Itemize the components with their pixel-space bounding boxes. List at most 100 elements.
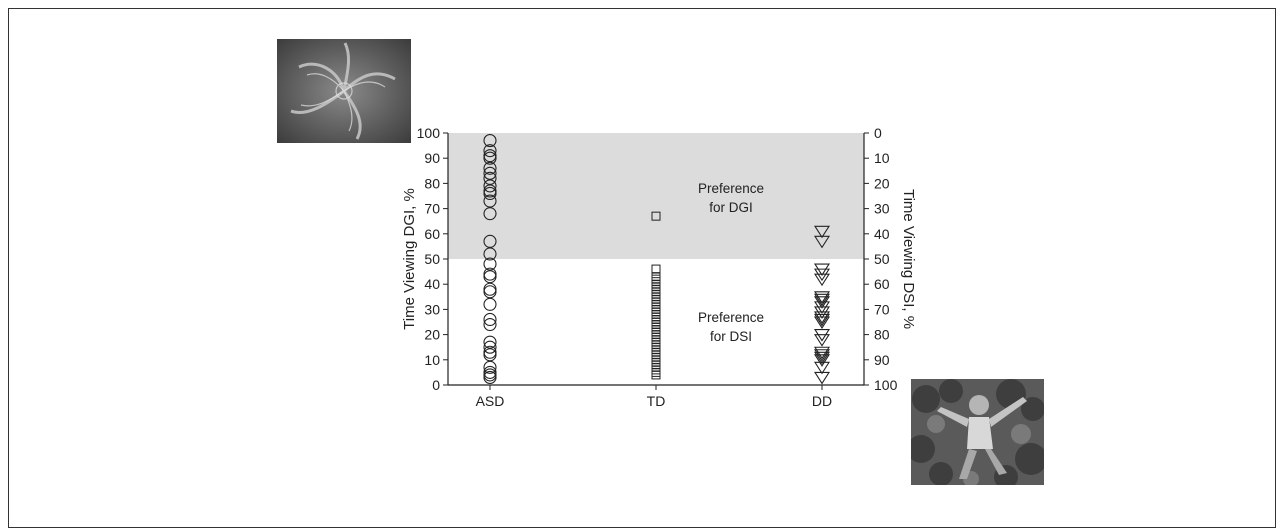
dd-point: [813, 371, 831, 385]
td-point: [651, 357, 661, 367]
td-point: [651, 347, 661, 357]
left-tick-label: 30: [424, 301, 440, 317]
asd-point: [483, 186, 497, 201]
td-point: [651, 330, 661, 340]
td-point: [651, 304, 661, 314]
left-tick-label: 20: [424, 327, 440, 343]
dsi-note-line1: Preference: [698, 310, 764, 325]
dd-point: [813, 293, 831, 307]
dd-point: [813, 334, 831, 347]
asd-point: [483, 234, 497, 248]
right-tick-label: 60: [874, 276, 890, 292]
td-point: [651, 307, 661, 317]
left-y-axis: 0 10 20 30 40 50 60 70 80 90 100: [417, 125, 449, 393]
asd-point: [483, 370, 497, 384]
asd-point: [483, 335, 497, 349]
asd-point: [483, 166, 497, 180]
td-point: [651, 360, 661, 370]
asd-point: [483, 365, 497, 379]
td-point: [651, 274, 661, 284]
td-point: [651, 292, 661, 302]
td-point: [651, 332, 661, 342]
asd-point: [483, 207, 497, 221]
td-point: [651, 279, 661, 289]
right-tick-label: 90: [874, 352, 890, 368]
left-tick-label: 100: [417, 125, 441, 141]
td-point: [651, 302, 661, 312]
asd-point: [483, 151, 497, 165]
td-point: [651, 325, 661, 335]
td-point: [651, 284, 661, 294]
td-point: [651, 327, 661, 337]
y-axis-title-right: Time Viewing DSI, %: [900, 189, 917, 329]
td-point: [651, 309, 661, 319]
td-point: [651, 282, 661, 292]
td-point: [651, 345, 661, 355]
right-tick-label: 40: [874, 226, 890, 242]
asd-point: [483, 282, 497, 296]
right-tick-label: 10: [874, 150, 890, 166]
td-point: [651, 335, 661, 345]
dgi-preference-region: [448, 133, 864, 259]
dgi-note-line2: for DGI: [709, 200, 753, 215]
asd-point: [483, 134, 497, 148]
td-point: [651, 355, 661, 365]
right-tick-label: 80: [874, 327, 890, 343]
left-tick-label: 40: [424, 276, 440, 292]
asd-point: [483, 270, 497, 284]
td-point: [651, 340, 661, 350]
td-point: [651, 337, 661, 347]
td-point: [651, 342, 661, 352]
td-point: [651, 370, 661, 380]
asd-point: [483, 179, 497, 193]
dd-point: [813, 225, 831, 239]
dsi-note-line2: for DSI: [710, 329, 752, 344]
right-tick-label: 0: [874, 125, 882, 141]
data-points: [483, 134, 831, 385]
left-tick-label: 80: [424, 175, 440, 191]
x-tick-label-asd: ASD: [476, 393, 505, 409]
td-point: [651, 277, 661, 287]
asd-point: [483, 247, 497, 261]
td-point: [651, 289, 661, 299]
asd-point: [483, 161, 497, 175]
left-tick-label: 60: [424, 226, 440, 242]
asd-point: [483, 285, 497, 299]
left-tick-label: 50: [424, 251, 440, 267]
td-point: [651, 297, 661, 307]
td-point: [651, 362, 661, 372]
left-tick-label: 70: [424, 201, 440, 217]
dd-point: [813, 235, 831, 249]
dd-point: [813, 313, 831, 327]
right-tick-label: 20: [874, 175, 890, 191]
td-point: [651, 264, 661, 274]
left-tick-label: 0: [432, 377, 440, 393]
x-tick-label-dd: DD: [812, 393, 832, 409]
asd-point: [483, 312, 497, 327]
td-point: [651, 287, 661, 297]
asd-point: [483, 297, 497, 311]
dgi-note-line1: Preference: [698, 181, 764, 196]
left-tick-label: 90: [424, 150, 440, 166]
dsi-thumbnail-image: [911, 379, 1044, 485]
dd-point: [813, 351, 831, 365]
dd-point: [813, 354, 831, 367]
td-point: [651, 211, 661, 221]
right-tick-label: 50: [874, 251, 890, 267]
asd-point: [483, 171, 497, 185]
asd-point: [483, 144, 497, 158]
dgi-thumbnail-image: [277, 39, 411, 143]
dd-point: [813, 273, 831, 287]
right-tick-label: 30: [874, 201, 890, 217]
asd-point: [483, 257, 497, 271]
right-tick-label: 100: [874, 377, 898, 393]
td-point: [651, 312, 661, 322]
td-point: [651, 320, 661, 330]
td-point: [651, 352, 661, 362]
x-axis: ASD TD DD: [448, 384, 864, 409]
asd-point: [483, 340, 497, 354]
asd-point: [483, 368, 497, 382]
td-point: [651, 272, 661, 282]
left-tick-label: 10: [424, 352, 440, 368]
